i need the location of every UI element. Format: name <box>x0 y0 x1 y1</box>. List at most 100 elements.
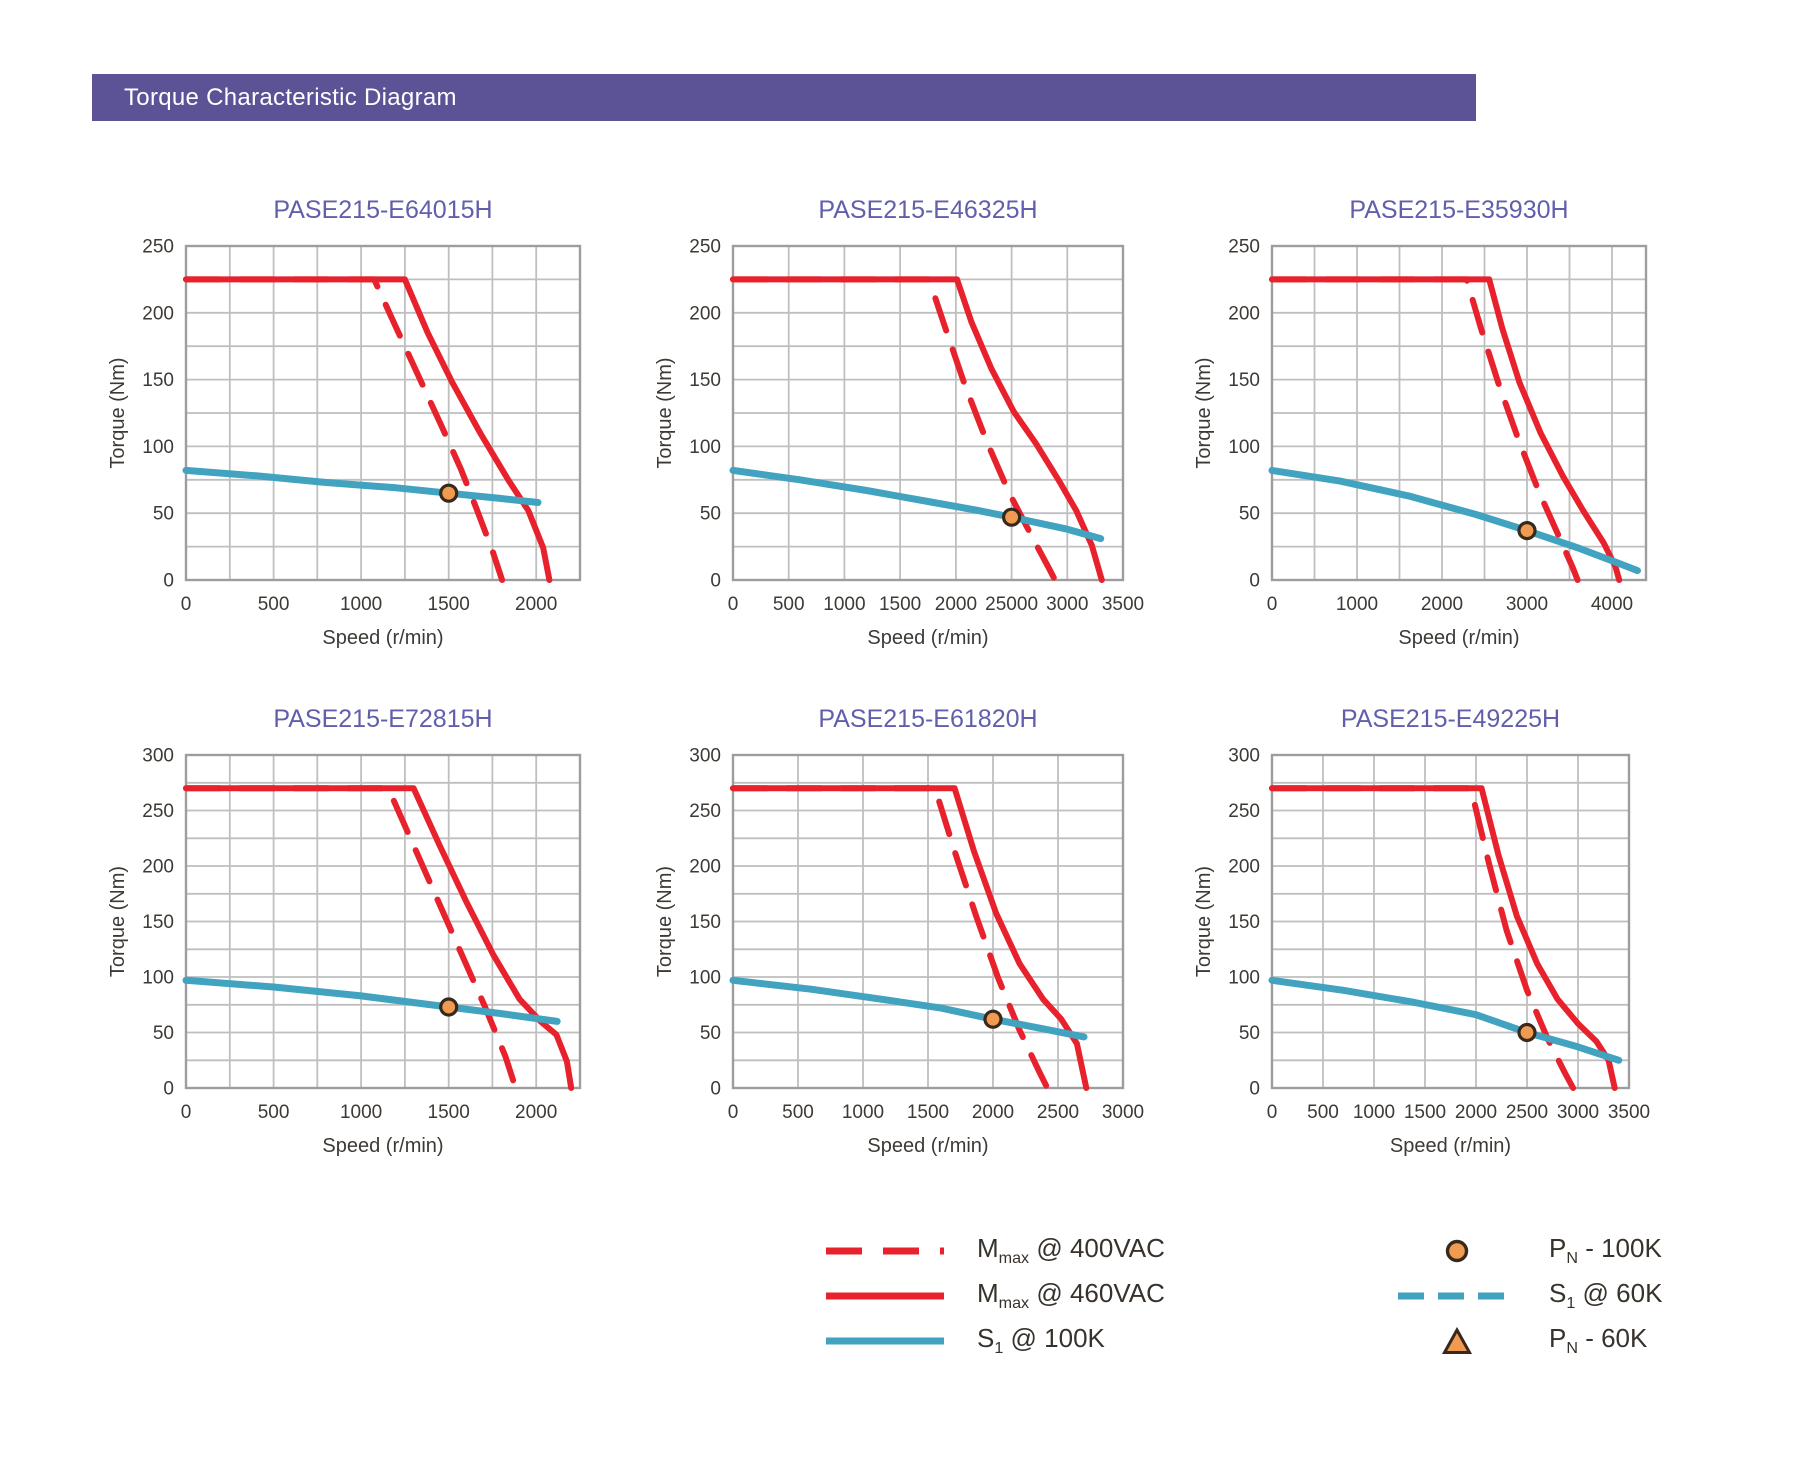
svg-text:Speed (r/min): Speed (r/min) <box>1390 1135 1511 1157</box>
svg-text:500: 500 <box>782 1102 814 1123</box>
svg-text:2000: 2000 <box>515 1102 557 1123</box>
chart-pase215-e35930h: PASE215-E35930H 0 50 100 150 200 250 0 1000 2000 3… <box>1192 184 1680 663</box>
svg-text:100: 100 <box>1228 968 1260 989</box>
legend-item-mmax-460vac: Mmax @ 460VAC <box>823 1273 1165 1318</box>
svg-text:PASE215-E46325H: PASE215-E46325H <box>818 196 1037 224</box>
svg-text:Speed (r/min): Speed (r/min) <box>867 1135 988 1157</box>
svg-text:150: 150 <box>689 912 721 933</box>
svg-text:300: 300 <box>689 746 721 767</box>
svg-text:150: 150 <box>142 370 174 391</box>
svg-text:Torque (Nm): Torque (Nm) <box>107 866 129 977</box>
svg-text:0: 0 <box>163 1079 174 1100</box>
svg-text:1500: 1500 <box>428 1102 470 1123</box>
svg-text:500: 500 <box>1307 1102 1339 1123</box>
svg-text:250: 250 <box>689 801 721 822</box>
svg-text:2000: 2000 <box>1455 1102 1497 1123</box>
svg-text:Torque (Nm): Torque (Nm) <box>1193 866 1215 977</box>
svg-text:Speed (r/min): Speed (r/min) <box>322 1135 443 1157</box>
svg-text:Torque (Nm): Torque (Nm) <box>654 357 676 468</box>
svg-text:0: 0 <box>728 594 739 615</box>
svg-text:200: 200 <box>1228 303 1260 324</box>
svg-text:Torque (Nm): Torque (Nm) <box>1193 357 1215 468</box>
chart-canvas: PASE215-E64015H 0 50 100 150 200 250 0 500 1000 15… <box>107 196 582 649</box>
s1-100k-line-icon <box>823 1326 947 1356</box>
svg-text:150: 150 <box>1228 912 1260 933</box>
svg-text:PASE215-E72815H: PASE215-E72815H <box>273 705 492 733</box>
svg-text:2000: 2000 <box>1421 594 1463 615</box>
svg-text:2000: 2000 <box>935 594 977 615</box>
svg-text:2000: 2000 <box>972 1102 1014 1123</box>
svg-text:0: 0 <box>181 1102 192 1123</box>
mmax-400vac-dashed-line-icon <box>823 1236 947 1266</box>
svg-text:200: 200 <box>689 857 721 878</box>
legend-label-s1-100k: S1 @ 100K <box>977 1322 1105 1358</box>
svg-text:1000: 1000 <box>1353 1102 1395 1123</box>
svg-text:200: 200 <box>142 857 174 878</box>
svg-text:PASE215-E64015H: PASE215-E64015H <box>273 196 492 224</box>
svg-text:0: 0 <box>728 1102 739 1123</box>
svg-text:0: 0 <box>1249 571 1260 592</box>
svg-text:1000: 1000 <box>340 594 382 615</box>
svg-text:100: 100 <box>142 968 174 989</box>
section-title: Torque Characteristic Diagram <box>124 83 457 111</box>
svg-text:0: 0 <box>181 594 192 615</box>
svg-text:1500: 1500 <box>428 594 470 615</box>
chart-pase215-e64015h: PASE215-E64015H 0 50 100 150 200 250 0 500 1000 15… <box>106 184 614 663</box>
legend-label-s1-60k: S1 @ 60K <box>1549 1277 1663 1313</box>
svg-text:1500: 1500 <box>907 1102 949 1123</box>
legend-label-pn-100k: PN - 100K <box>1549 1232 1662 1268</box>
svg-text:50: 50 <box>1239 504 1260 525</box>
chart-pase215-e72815h: PASE215-E72815H 0 50 100 150 200 250 300 0 500 100… <box>106 693 614 1171</box>
legend-item-s1-60k: S1 @ 60K <box>1395 1273 1662 1318</box>
chart-pase215-e46325h: PASE215-E46325H 0 50 100 150 200 250 0 500 1000 15… <box>653 184 1157 663</box>
svg-text:25000: 25000 <box>985 594 1038 615</box>
svg-text:50: 50 <box>700 1023 721 1044</box>
svg-text:1000: 1000 <box>823 594 865 615</box>
svg-text:1000: 1000 <box>1336 594 1378 615</box>
chart-pase215-e49225h: PASE215-E49225H 0 50 100 150 200 250 300 0 500 100… <box>1192 693 1663 1171</box>
svg-text:100: 100 <box>689 968 721 989</box>
svg-text:150: 150 <box>689 370 721 391</box>
svg-text:1000: 1000 <box>340 1102 382 1123</box>
chart-pase215-e61820h: PASE215-E61820H 0 50 100 150 200 250 300 0 500 100… <box>653 693 1157 1171</box>
svg-text:1500: 1500 <box>1404 1102 1446 1123</box>
svg-text:3000: 3000 <box>1557 1102 1599 1123</box>
pn-60k-triangle-marker-icon <box>1395 1326 1519 1356</box>
svg-text:0: 0 <box>710 571 721 592</box>
svg-text:Torque (Nm): Torque (Nm) <box>654 866 676 977</box>
svg-text:PASE215-E35930H: PASE215-E35930H <box>1349 196 1568 224</box>
svg-text:PASE215-E49225H: PASE215-E49225H <box>1341 705 1560 733</box>
svg-text:3500: 3500 <box>1102 594 1144 615</box>
svg-text:300: 300 <box>142 746 174 767</box>
svg-text:100: 100 <box>689 437 721 458</box>
legend-label-mmax-400vac: Mmax @ 400VAC <box>977 1232 1165 1268</box>
svg-text:50: 50 <box>1239 1023 1260 1044</box>
svg-text:0: 0 <box>710 1079 721 1100</box>
pn-100k-circle-marker-icon <box>1395 1236 1519 1266</box>
svg-text:250: 250 <box>689 237 721 258</box>
svg-text:0: 0 <box>1249 1079 1260 1100</box>
chart-canvas: PASE215-E46325H 0 50 100 150 200 250 0 500 1000 15… <box>654 196 1144 649</box>
svg-text:0: 0 <box>1267 1102 1278 1123</box>
svg-text:500: 500 <box>773 594 805 615</box>
svg-text:100: 100 <box>142 437 174 458</box>
svg-text:Torque (Nm): Torque (Nm) <box>107 357 129 468</box>
svg-text:50: 50 <box>153 504 174 525</box>
svg-text:250: 250 <box>1228 801 1260 822</box>
svg-text:3000: 3000 <box>1506 594 1548 615</box>
svg-text:Speed (r/min): Speed (r/min) <box>867 627 988 649</box>
svg-text:200: 200 <box>1228 857 1260 878</box>
svg-text:2500: 2500 <box>1037 1102 1079 1123</box>
svg-text:3500: 3500 <box>1608 1102 1650 1123</box>
legend-label-pn-60k: PN - 60K <box>1549 1322 1648 1358</box>
svg-text:200: 200 <box>689 303 721 324</box>
svg-text:Speed (r/min): Speed (r/min) <box>322 627 443 649</box>
svg-text:150: 150 <box>142 912 174 933</box>
chart-canvas: PASE215-E72815H 0 50 100 150 200 250 300 0 500 100… <box>107 705 582 1157</box>
legend-label-mmax-460vac: Mmax @ 460VAC <box>977 1277 1165 1313</box>
legend-item-pn-60k: PN - 60K <box>1395 1318 1662 1363</box>
svg-text:150: 150 <box>1228 370 1260 391</box>
s1-60k-dashed-line-icon <box>1395 1281 1519 1311</box>
